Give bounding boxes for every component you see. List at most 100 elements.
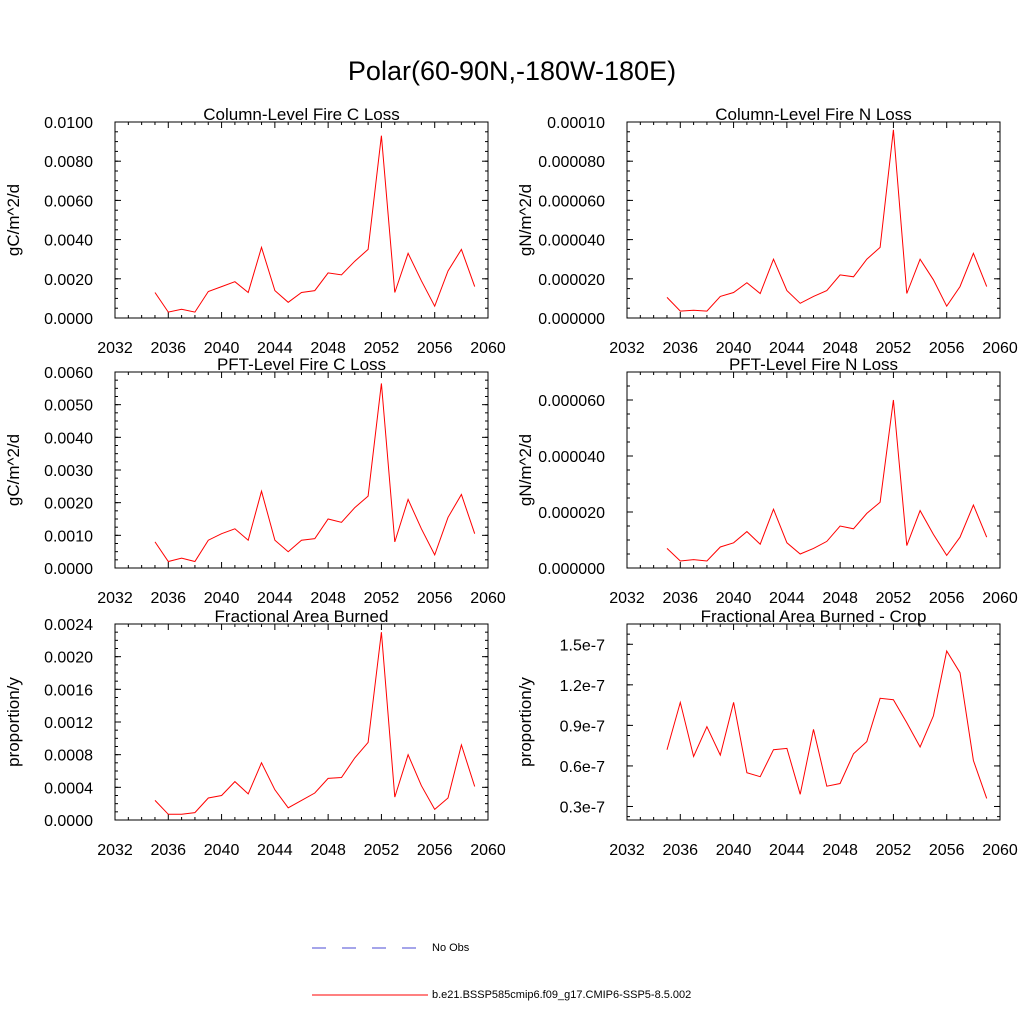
y-axis-label: proportion/y — [4, 677, 23, 767]
series-line-model — [154, 383, 476, 563]
x-tick-label: 2044 — [257, 340, 293, 357]
plot-frame — [626, 623, 1001, 821]
x-tick-label: 2032 — [97, 340, 133, 357]
y-tick-label: 0.000020 — [538, 272, 605, 289]
y-axis-label: proportion/y — [516, 677, 535, 767]
panel-title: PFT-Level Fire N Loss — [729, 355, 898, 374]
y-tick-label: 0.0080 — [44, 154, 93, 171]
x-tick-label: 2032 — [609, 340, 645, 357]
plot-frame — [114, 121, 489, 319]
x-tick-label: 2032 — [609, 842, 645, 859]
y-tick-label: 0.3e-7 — [560, 799, 605, 816]
series-line-model — [666, 399, 988, 562]
legend — [312, 947, 428, 996]
x-tick-label: 2048 — [822, 842, 858, 859]
y-tick-label: 0.000020 — [538, 505, 605, 522]
y-tick-label: 0.0040 — [44, 233, 93, 250]
y-tick-label: 0.000040 — [538, 449, 605, 466]
panel-pft-fire-n-loss: 2032 2036 2040 2044 2048 2052 2056 2060 0.000000… — [516, 355, 1018, 607]
y-tick-label: 0.00010 — [547, 115, 605, 132]
y-tick-label: 0.0040 — [44, 430, 93, 447]
x-tick-label: 2052 — [876, 340, 912, 357]
series-line-model — [154, 135, 476, 313]
y-tick-label: 0.0050 — [44, 398, 93, 415]
x-tick-label: 2056 — [417, 842, 453, 859]
x-tick-label: 2060 — [470, 842, 506, 859]
x-tick-label: 2060 — [470, 340, 506, 357]
panel-column-fire-c-loss: 2032 2036 2040 2044 2048 2052 2056 2060 0.0000 0.… — [4, 105, 506, 357]
y-tick-label: 0.0060 — [44, 193, 93, 210]
x-tick-label: 2056 — [929, 590, 965, 607]
y-tick-label: 0.0008 — [44, 748, 93, 765]
x-tick-label: 2040 — [716, 842, 752, 859]
x-tick-label: 2040 — [716, 590, 752, 607]
x-tick-label: 2044 — [769, 842, 805, 859]
y-tick-label: 0.0012 — [44, 715, 93, 732]
x-tick-label: 2036 — [150, 842, 186, 859]
x-tick-label: 2052 — [876, 590, 912, 607]
y-tick-label: 0.000060 — [538, 193, 605, 210]
panel-column-fire-n-loss: 2032 2036 2040 2044 2048 2052 2056 2060 0.000000… — [516, 105, 1018, 357]
y-axis-label: gN/m^2/d — [516, 184, 535, 256]
figure-title: Polar(60-90N,-180W-180E) — [347, 56, 677, 86]
y-tick-label: 0.6e-7 — [560, 759, 605, 776]
y-tick-label: 0.0000 — [44, 813, 93, 830]
x-tick-label: 2048 — [822, 340, 858, 357]
x-tick-label: 2040 — [204, 340, 240, 357]
legend-model-label: b.e21.BSSP585cmip6.f09_g17.CMIP6-SSP5-8.… — [432, 989, 692, 1001]
x-tick-label: 2040 — [204, 590, 240, 607]
x-tick-label: 2056 — [417, 590, 453, 607]
x-tick-label: 2036 — [662, 340, 698, 357]
x-tick-label: 2036 — [150, 590, 186, 607]
x-tick-label: 2032 — [609, 590, 645, 607]
plot-frame — [626, 371, 1001, 569]
plot-frame — [114, 371, 489, 569]
panel-title: PFT-Level Fire C Loss — [217, 355, 386, 374]
panel-pft-fire-c-loss: 2032 2036 2040 2044 2048 2052 2056 2060 0.0000 0.… — [4, 355, 506, 607]
x-tick-label: 2048 — [310, 590, 346, 607]
plot-frame — [114, 623, 489, 821]
x-tick-label: 2032 — [97, 590, 133, 607]
panel-title: Fractional Area Burned — [215, 607, 389, 626]
panel-fractional-area-burned: 2032 2036 2040 2044 2048 2052 2056 2060 0.0000 0.… — [4, 607, 506, 859]
y-tick-label: 0.000080 — [538, 154, 605, 171]
x-tick-label: 2044 — [257, 590, 293, 607]
y-axis-label: gC/m^2/d — [4, 184, 23, 256]
x-tick-label: 2036 — [662, 842, 698, 859]
y-tick-label: 1.2e-7 — [560, 678, 605, 695]
x-tick-label: 2036 — [150, 340, 186, 357]
x-tick-label: 2060 — [982, 340, 1018, 357]
x-tick-label: 2044 — [769, 340, 805, 357]
y-tick-label: 0.0060 — [44, 365, 93, 382]
x-tick-label: 2052 — [364, 590, 400, 607]
x-tick-label: 2052 — [364, 842, 400, 859]
plot-frame — [626, 121, 1001, 319]
x-tick-label: 2060 — [470, 590, 506, 607]
y-tick-label: 0.0020 — [44, 650, 93, 667]
series-line-model — [666, 129, 988, 312]
x-tick-label: 2056 — [929, 340, 965, 357]
series-line-model — [666, 649, 988, 799]
y-tick-label: 0.0100 — [44, 115, 93, 132]
x-tick-label: 2056 — [929, 842, 965, 859]
panel-title: Column-Level Fire C Loss — [203, 105, 400, 124]
legend-obs-label: No Obs — [432, 942, 470, 954]
y-tick-label: 0.000040 — [538, 233, 605, 250]
y-axis-label: gN/m^2/d — [516, 434, 535, 506]
y-axis-label: gC/m^2/d — [4, 434, 23, 506]
panel-fractional-area-burned-crop: 2032 2036 2040 2044 2048 2052 2056 2060 0.3e-7 0.… — [516, 607, 1018, 859]
y-tick-label: 0.0024 — [44, 617, 93, 634]
y-tick-label: 0.000000 — [538, 311, 605, 328]
x-tick-label: 2048 — [310, 842, 346, 859]
y-tick-label: 0.000000 — [538, 561, 605, 578]
x-tick-label: 2052 — [876, 842, 912, 859]
y-tick-label: 0.0016 — [44, 682, 93, 699]
x-tick-label: 2048 — [822, 590, 858, 607]
x-tick-label: 2044 — [257, 842, 293, 859]
x-tick-label: 2060 — [982, 842, 1018, 859]
y-tick-label: 0.0004 — [44, 780, 93, 797]
panel-title: Column-Level Fire N Loss — [715, 105, 912, 124]
y-tick-label: 0.0010 — [44, 528, 93, 545]
y-tick-label: 0.0030 — [44, 463, 93, 480]
